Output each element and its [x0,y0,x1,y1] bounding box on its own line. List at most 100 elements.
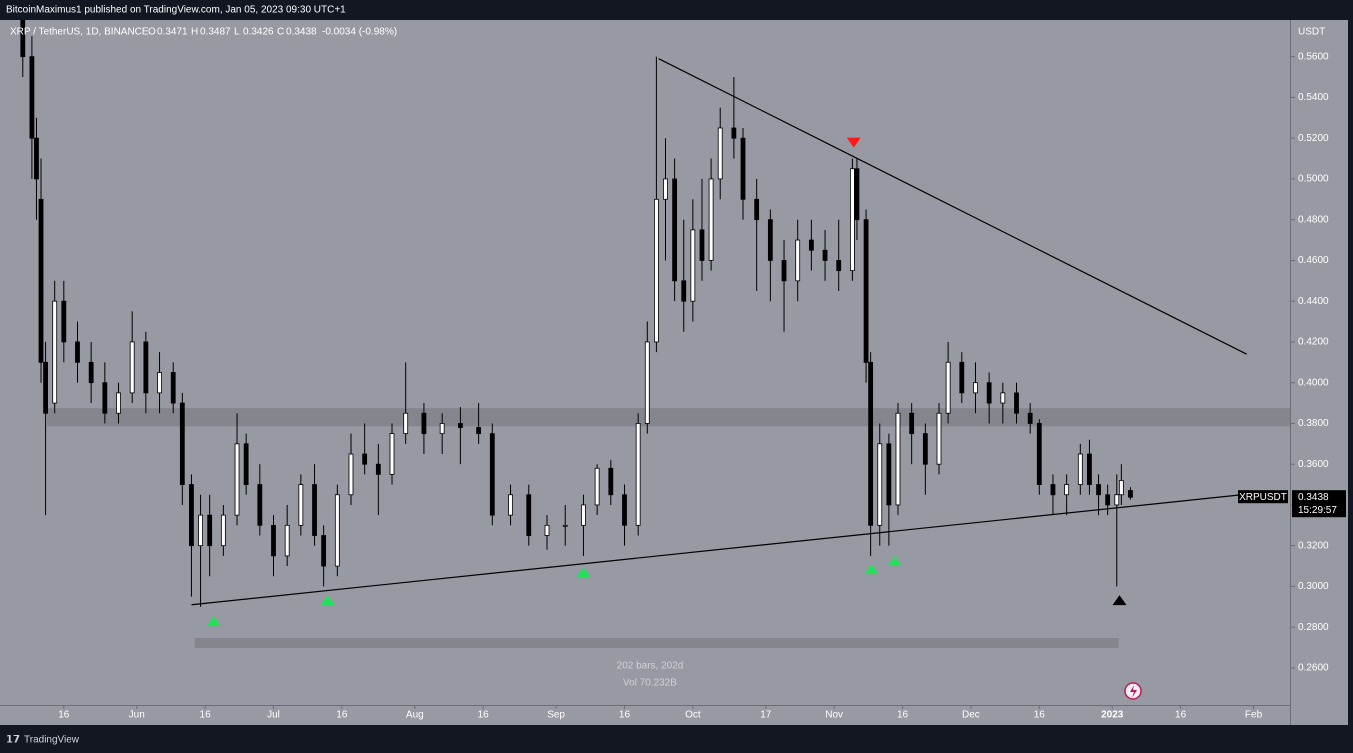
candle-body [1027,412,1033,424]
ohlc-key: H [191,27,198,38]
candle-body [863,219,869,363]
marker [320,595,335,606]
candle-body [348,453,354,496]
candle-body [298,484,304,526]
y-tick-label: 0.4200 [1298,337,1329,348]
symbol-label: XRPUSDT [1239,492,1287,503]
ohlc-key: C [277,27,284,38]
candle-body [653,198,659,343]
y-tick-label: 0.5600 [1298,51,1329,62]
x-tick-label: 17 [760,710,772,721]
candle-body [476,427,482,435]
marker [1112,595,1127,606]
x-tick-label: 16 [336,710,348,721]
symbol-tag [1238,490,1288,504]
candle-body [795,239,801,282]
x-tick-label: Jul [267,710,280,721]
plot [20,20,1290,648]
x-tick-label: 16 [478,710,490,721]
candle-body [34,137,39,180]
candle-body [731,127,737,139]
candle-body [717,127,723,180]
candle-body [198,514,203,547]
candle-body [389,433,395,475]
candle-body [375,463,381,475]
x-tick-label: 16 [1034,710,1046,721]
x-tick-label: Aug [406,710,424,721]
candle-body [88,361,94,384]
candle-body [608,467,614,496]
candle-body [644,341,650,424]
candle-body [622,494,627,526]
y-tick-label: 0.2800 [1298,622,1329,633]
candle-body [850,168,855,272]
candle-body [243,443,249,485]
candle-body [457,423,463,428]
candle-body [1118,480,1124,496]
candle-body [909,412,915,435]
candle-body [663,178,668,200]
candle-body [986,382,992,404]
candle-body [271,524,276,557]
volume-info: Vol 70.232B [623,678,677,689]
marker [576,567,591,578]
candle-body [1096,484,1101,496]
candle-body [52,300,58,404]
legend: XRP / TetherUS, 1D, BINANCE O 0.3471 H 0.34… [10,27,397,38]
candle-body [562,524,568,527]
x-tick-label: 16 [897,710,909,721]
x-tick-label: 2023 [1101,710,1124,721]
y-tick-label: 0.5000 [1298,174,1329,185]
footer-brand: TradingView [24,735,80,746]
candle-body [1087,453,1092,485]
zone [46,408,1290,427]
zone [194,637,1119,648]
y-tick-label: 0.4600 [1298,255,1329,266]
candle-body [102,382,108,414]
y-tick-label: 0.2600 [1298,663,1329,674]
candle-body [922,433,928,465]
ohlc-value: 0.3438 [286,27,317,38]
candle-body [708,178,714,261]
x-tick-label: 16 [200,710,212,721]
y-tick-label: 0.5400 [1298,92,1329,103]
marker [887,555,902,566]
candle-body [594,467,600,506]
candle-body [581,504,586,526]
candle-body [189,484,194,547]
ohlc-value: 0.3426 [243,27,274,38]
x-tick-label: Dec [962,710,980,721]
candle-body [20,20,26,58]
candle-body [635,423,641,526]
candle-body [1105,494,1111,506]
logo-mark: 𝟭𝟳 [6,735,20,746]
candle-body [334,494,340,567]
candle-body [877,443,883,526]
ohlc-value: 0.3487 [200,27,231,38]
candle-body [284,524,290,557]
last-price: 0.3438 [1298,492,1329,503]
trendline [191,494,1242,606]
candle-body [489,433,495,516]
candle-body [403,412,409,435]
candle-body [43,361,48,414]
candle-body [699,229,705,261]
candle-body [740,137,746,200]
candle-body [1077,453,1083,485]
publisher: BitcoinMaximus1 published on TradingView… [6,5,346,16]
x-tick-label: 16 [619,710,631,721]
bars-info: 202 bars, 202d [617,661,684,672]
candle-body [312,484,317,536]
x-tick-label: Jun [129,710,145,721]
candle-body [61,300,67,343]
y-unit: USDT [1298,27,1325,38]
x-tick-label: 16 [58,710,70,721]
y-tick-label: 0.4000 [1298,377,1329,388]
x-tick-label: Nov [825,710,843,721]
marker [864,564,879,575]
change-value: -0.0034 (-0.98%) [322,27,397,38]
marker [206,616,221,627]
candle-body [508,494,513,516]
candle-body [1114,494,1120,506]
